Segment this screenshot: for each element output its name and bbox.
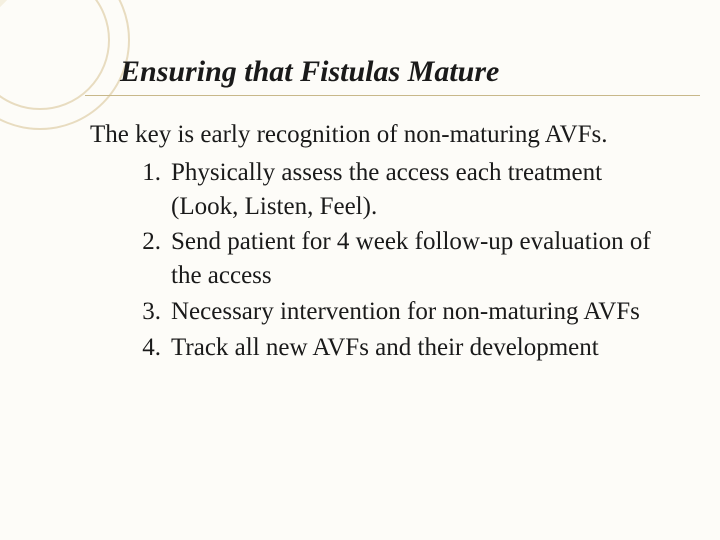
list-text: Necessary intervention for non-maturing … [171,295,670,329]
slide-title: Ensuring that Fistulas Mature [120,55,670,89]
list-text: Physically assess the access each treatm… [171,156,670,224]
intro-text: The key is early recognition of non-matu… [90,118,670,152]
list-text: Track all new AVFs and their development [171,331,670,365]
list-number: 3. [133,295,171,329]
list-item: 3. Necessary intervention for non-maturi… [133,295,670,329]
title-underline [85,95,700,96]
list-item: 1. Physically assess the access each tre… [133,156,670,224]
list-number: 2. [133,225,171,293]
slide-content: Ensuring that Fistulas Mature The key is… [95,55,670,366]
list-item: 4. Track all new AVFs and their developm… [133,331,670,365]
list-number: 1. [133,156,171,224]
list-item: 2. Send patient for 4 week follow-up eva… [133,225,670,293]
numbered-list: 1. Physically assess the access each tre… [133,156,670,365]
list-text: Send patient for 4 week follow-up evalua… [171,225,670,293]
list-number: 4. [133,331,171,365]
